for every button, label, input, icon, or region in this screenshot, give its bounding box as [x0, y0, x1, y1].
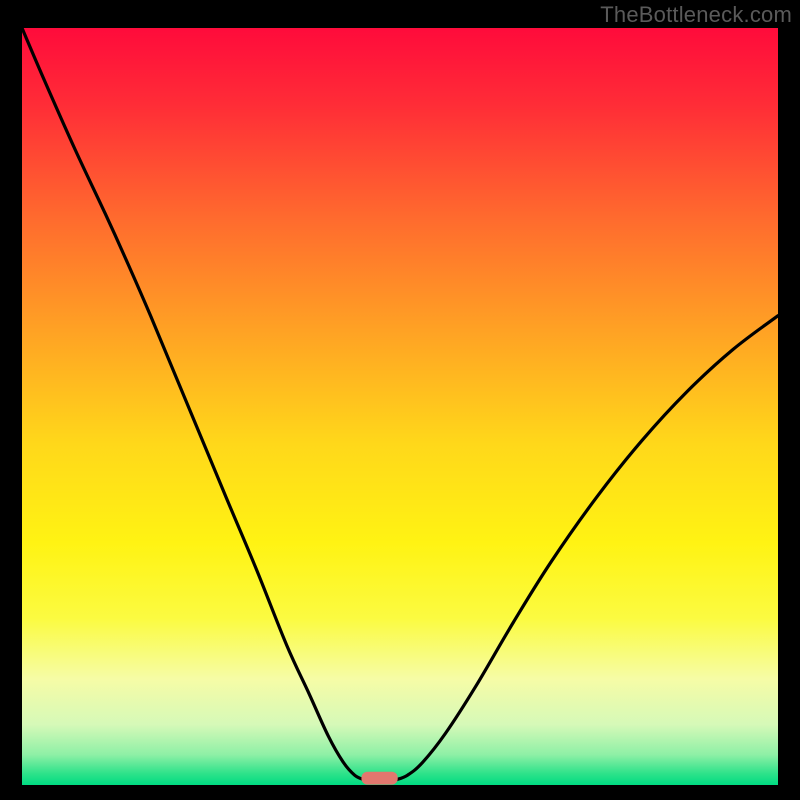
plot-background [22, 28, 778, 785]
chart-svg [0, 0, 800, 800]
optimal-marker [361, 772, 397, 785]
watermark-label: TheBottleneck.com [600, 2, 792, 28]
bottleneck-chart: TheBottleneck.com [0, 0, 800, 800]
